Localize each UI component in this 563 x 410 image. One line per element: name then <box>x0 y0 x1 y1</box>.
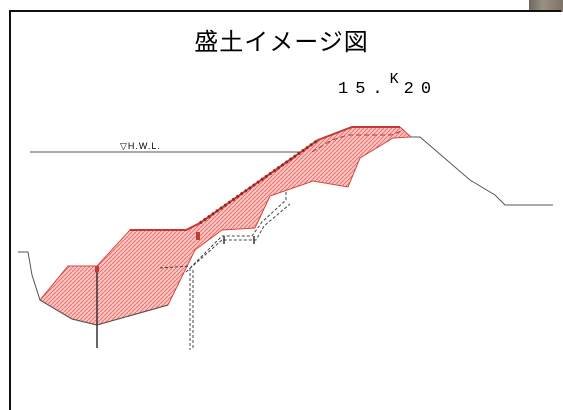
station-label: 15.K20 <box>338 71 439 99</box>
diagram-title: 盛土イメージ図 <box>194 28 369 56</box>
embankment-fill <box>39 126 413 326</box>
slope-facing <box>130 126 400 231</box>
hwl-label: ▽H.W.L. <box>120 141 161 151</box>
left-pile-head <box>95 266 99 272</box>
station-k: K <box>389 71 404 88</box>
station-main: 15. <box>338 80 390 99</box>
station-rest: 20 <box>403 80 439 99</box>
existing-structure-dashed <box>159 192 291 350</box>
background-photo-corner <box>529 0 563 12</box>
slope-block-marks <box>199 138 319 225</box>
inner-dashed-line <box>311 129 405 153</box>
mid-pile-head <box>196 232 200 240</box>
